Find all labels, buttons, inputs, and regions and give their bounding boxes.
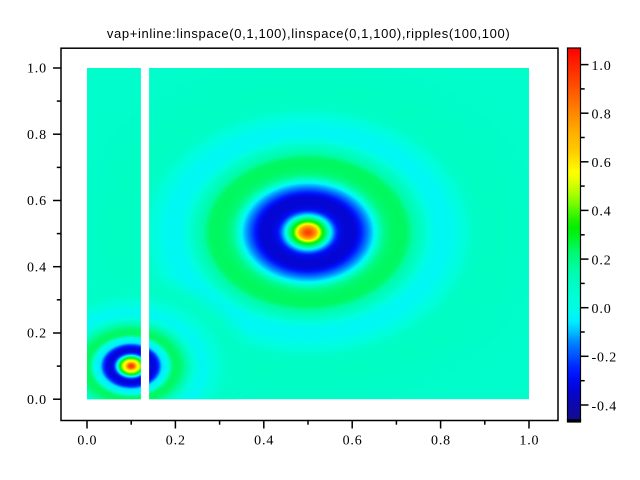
svg-text:0.2: 0.2	[166, 434, 186, 449]
svg-text:0.0: 0.0	[77, 434, 97, 449]
svg-text:0.8: 0.8	[27, 128, 47, 143]
svg-text:0.2: 0.2	[27, 327, 47, 342]
svg-text:-0.2: -0.2	[592, 351, 618, 366]
svg-text:0.6: 0.6	[27, 194, 47, 209]
svg-text:0.8: 0.8	[431, 434, 451, 449]
svg-text:0.6: 0.6	[592, 156, 612, 171]
svg-text:0.6: 0.6	[343, 434, 363, 449]
svg-text:1.0: 1.0	[519, 434, 539, 449]
svg-text:1.0: 1.0	[592, 59, 612, 74]
svg-text:0.8: 0.8	[592, 108, 612, 123]
svg-text:0.4: 0.4	[254, 434, 274, 449]
svg-text:-0.4: -0.4	[592, 399, 618, 414]
svg-text:0.0: 0.0	[27, 393, 47, 408]
svg-text:0.2: 0.2	[592, 253, 612, 268]
svg-text:0.0: 0.0	[592, 302, 612, 317]
svg-text:1.0: 1.0	[27, 62, 47, 77]
svg-text:0.4: 0.4	[27, 260, 47, 275]
svg-text:vap+inline:linspace(0,1,100),l: vap+inline:linspace(0,1,100),linspace(0,…	[107, 26, 510, 41]
svg-text:0.4: 0.4	[592, 205, 612, 220]
